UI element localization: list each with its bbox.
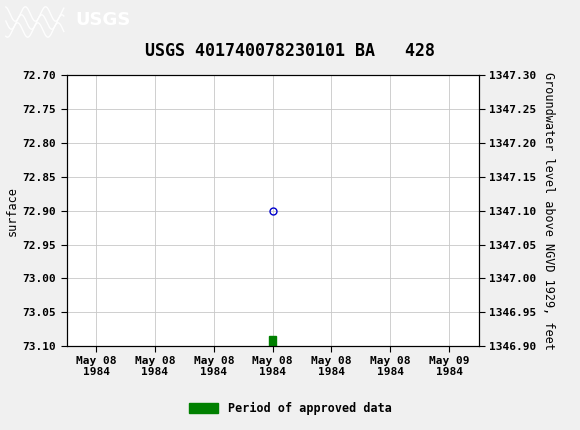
Legend: Period of approved data: Period of approved data xyxy=(184,397,396,420)
Text: USGS: USGS xyxy=(75,11,130,29)
Text: USGS 401740078230101 BA   428: USGS 401740078230101 BA 428 xyxy=(145,42,435,60)
Y-axis label: Depth to water level, feet below land
surface: Depth to water level, feet below land su… xyxy=(0,79,19,343)
Bar xyxy=(269,336,276,348)
Y-axis label: Groundwater level above NGVD 1929, feet: Groundwater level above NGVD 1929, feet xyxy=(542,72,554,350)
